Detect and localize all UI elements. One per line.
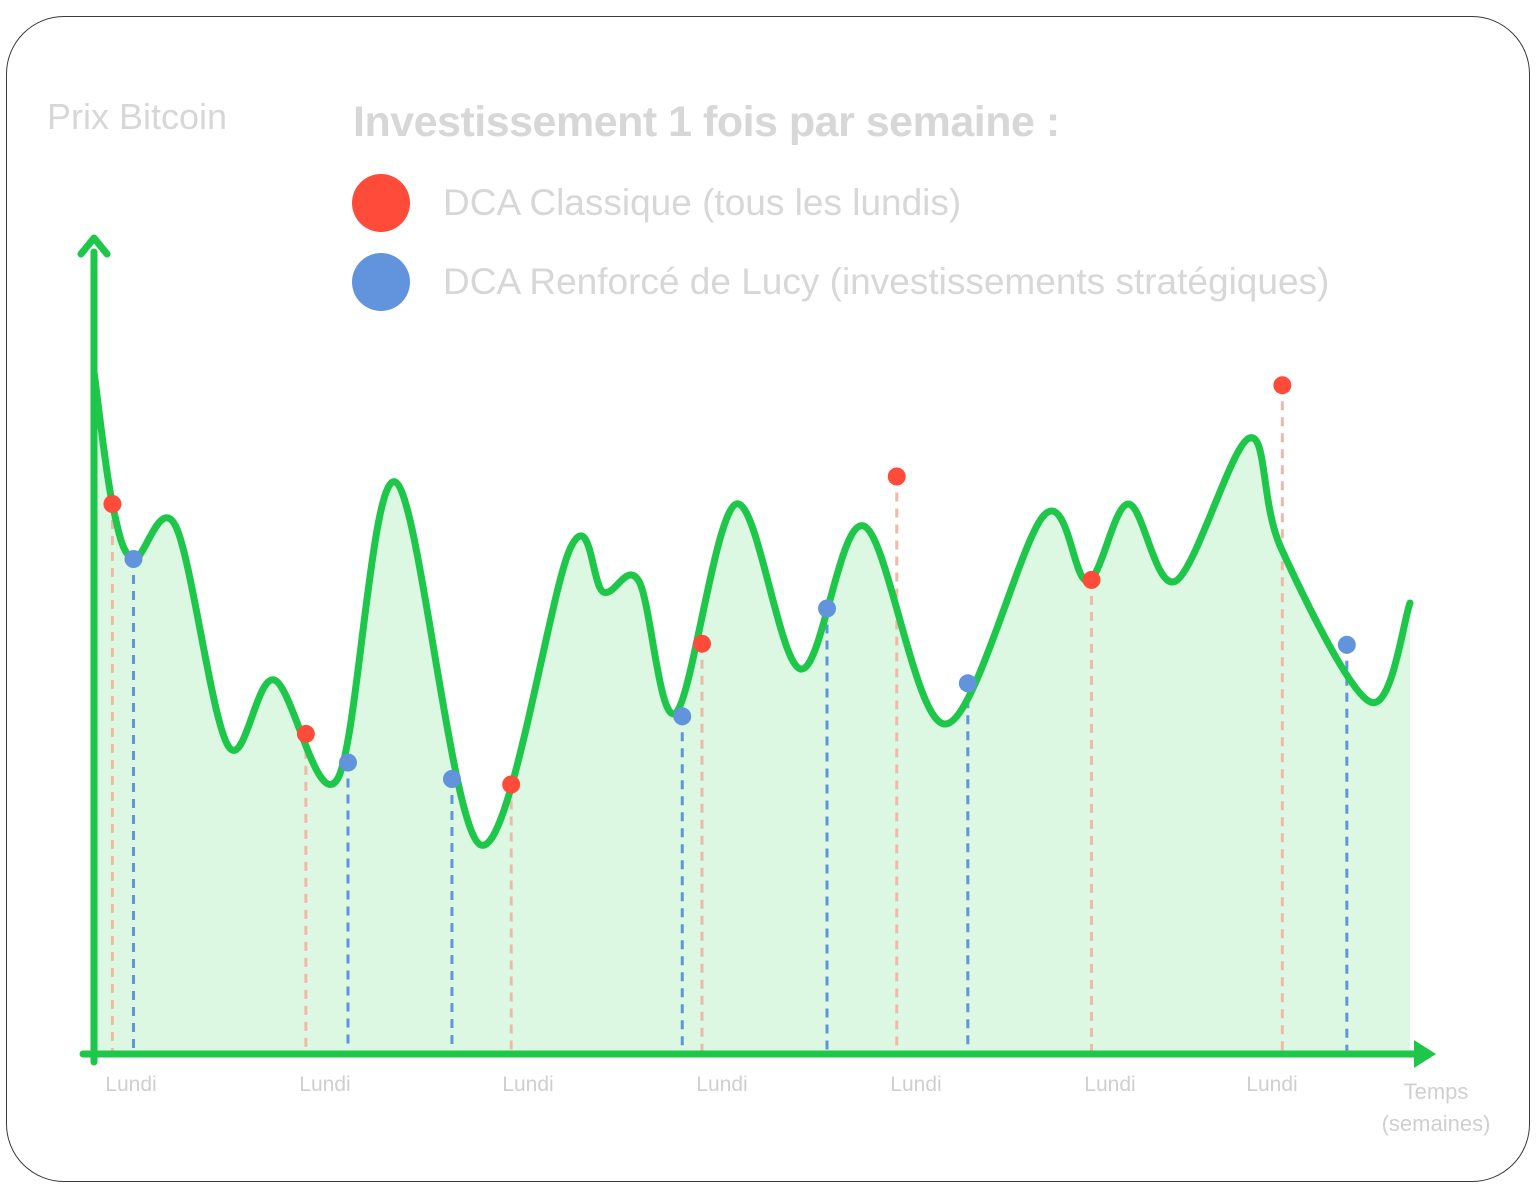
x-axis-label: Temps (semaines): [1374, 1076, 1498, 1140]
classic-point-6: [1273, 376, 1292, 395]
classic-point-2: [502, 775, 521, 794]
price-area-fill: [94, 372, 1410, 1054]
x-tick-label-1: Lundi: [299, 1073, 350, 1096]
area-fill-layer: [94, 372, 1410, 1054]
x-axis-label-line1: Temps: [1403, 1079, 1469, 1104]
lucy-point-6: [1337, 635, 1356, 654]
legend-item-lucy: DCA Renforcé de Lucy (investissements st…: [352, 253, 1329, 311]
x-tick-labels-layer: Lundi Lundi Lundi Lundi Lundi Lundi Lundi: [105, 1073, 1297, 1096]
legend-blue-dot-icon: [352, 253, 410, 311]
x-tick-label-2: Lundi: [502, 1073, 553, 1096]
chart-title: Investissement 1 fois par semaine :: [353, 98, 1060, 146]
x-tick-label-5: Lundi: [1084, 1073, 1135, 1096]
lucy-point-2: [442, 770, 461, 788]
x-tick-label-3: Lundi: [696, 1073, 747, 1096]
classic-point-4: [887, 467, 906, 486]
lucy-point-3: [673, 707, 692, 726]
legend-item-classic: DCA Classique (tous les lundis): [352, 174, 961, 232]
lucy-point-1: [338, 753, 357, 772]
classic-point-1: [296, 724, 315, 743]
lucy-point-5: [958, 674, 977, 693]
lucy-point-0: [124, 550, 143, 568]
legend-red-dot-icon: [352, 174, 410, 232]
classic-point-0: [103, 495, 122, 513]
investment-dots-layer: [103, 376, 1356, 794]
classic-point-3: [692, 634, 711, 653]
y-axis-label: Prix Bitcoin: [47, 96, 228, 137]
drop-lines-layer: [110, 385, 1349, 1054]
legend-label-lucy: DCA Renforcé de Lucy (investissements st…: [443, 261, 1330, 302]
x-tick-label-0: Lundi: [105, 1073, 156, 1096]
legend-label-classic: DCA Classique (tous les lundis): [443, 182, 962, 223]
y-axis-arrowhead: [77, 234, 111, 258]
x-tick-label-6: Lundi: [1246, 1073, 1297, 1096]
axes-layer: [77, 234, 1436, 1068]
x-axis-label-line2: (semaines): [1381, 1111, 1491, 1136]
x-axis-arrowhead: [1414, 1040, 1436, 1068]
lucy-point-4: [818, 599, 837, 618]
classic-point-5: [1082, 570, 1101, 589]
x-tick-label-4: Lundi: [890, 1073, 941, 1096]
